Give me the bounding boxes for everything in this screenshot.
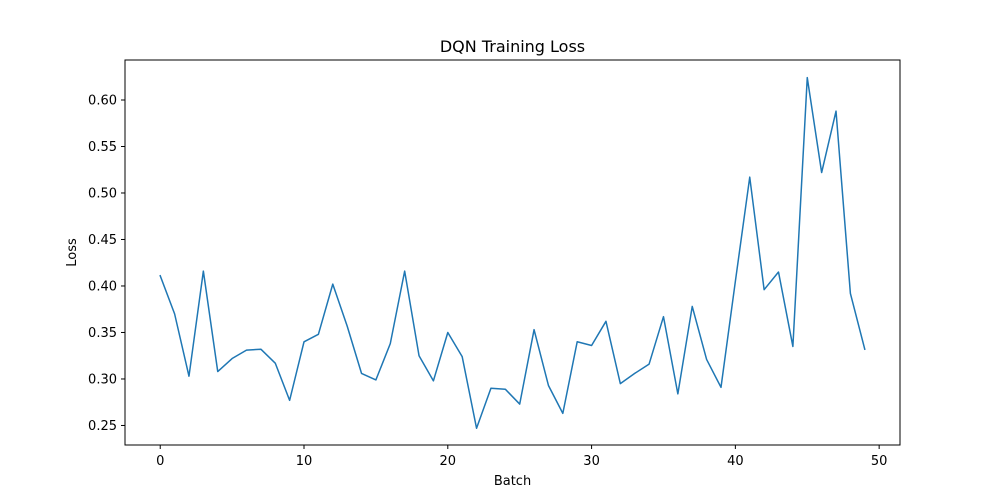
y-tick-label: 0.25 <box>88 419 117 434</box>
y-tick-label: 0.30 <box>88 372 117 387</box>
plot-frame <box>124 59 901 446</box>
x-tick-label: 10 <box>296 454 313 469</box>
x-tick-label: 50 <box>871 454 888 469</box>
y-tick-label: 0.60 <box>88 93 117 108</box>
y-tick-label: 0.45 <box>88 233 117 248</box>
x-tick-label: 40 <box>727 454 744 469</box>
y-tick-label: 0.55 <box>88 140 117 155</box>
y-axis-label: Loss <box>65 238 80 267</box>
y-axis: 0.25 0.30 0.35 0.40 0.45 0.50 0.55 0.60 <box>88 93 125 434</box>
x-tick-label: 20 <box>440 454 457 469</box>
x-axis-label: Batch <box>494 474 531 489</box>
series-line <box>159 76 866 430</box>
x-tick-label: 0 <box>156 454 164 469</box>
y-tick-label: 0.50 <box>88 186 117 201</box>
y-tick-label: 0.40 <box>88 279 117 294</box>
y-tick-label: 0.35 <box>88 326 117 341</box>
x-tick-label: 30 <box>583 454 600 469</box>
series-layer <box>159 76 866 430</box>
chart-title: DQN Training Loss <box>440 37 585 56</box>
x-axis: 0 10 20 30 40 50 <box>156 445 887 469</box>
